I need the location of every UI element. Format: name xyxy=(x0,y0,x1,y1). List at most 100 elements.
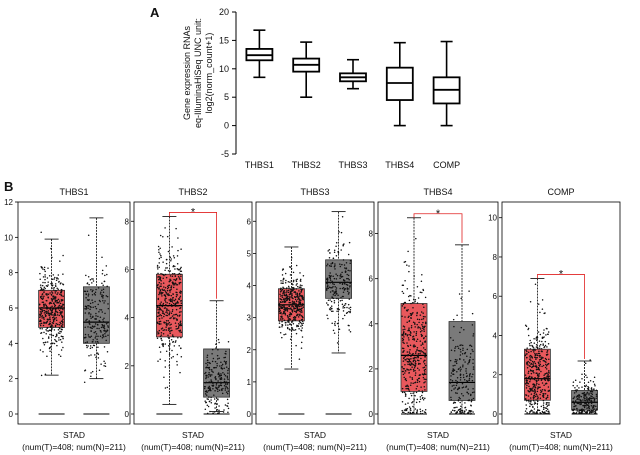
data-point xyxy=(172,255,175,257)
data-point xyxy=(406,413,409,415)
data-point xyxy=(218,411,220,414)
data-point xyxy=(42,301,45,303)
data-point xyxy=(537,331,540,333)
data-point xyxy=(52,289,55,291)
data-point xyxy=(171,315,174,317)
data-point xyxy=(586,407,588,409)
data-point xyxy=(173,278,175,281)
data-point xyxy=(531,366,534,368)
data-point xyxy=(217,380,219,382)
data-point xyxy=(226,381,228,384)
data-point xyxy=(158,332,160,334)
data-point xyxy=(422,343,424,345)
data-point xyxy=(226,377,229,379)
data-point xyxy=(220,384,223,387)
data-point xyxy=(539,356,541,358)
data-point xyxy=(45,328,47,331)
data-point xyxy=(461,352,464,355)
data-point xyxy=(158,281,161,284)
data-point xyxy=(414,394,416,397)
data-point xyxy=(39,316,41,319)
data-point xyxy=(91,370,94,373)
data-point xyxy=(329,279,332,281)
data-point xyxy=(409,412,412,414)
data-point xyxy=(414,326,416,328)
data-point xyxy=(162,282,165,284)
data-point xyxy=(422,315,425,318)
data-point xyxy=(593,400,596,402)
data-point xyxy=(423,386,426,388)
data-point xyxy=(170,327,172,329)
data-point xyxy=(283,305,285,307)
data-point xyxy=(55,322,58,325)
data-point xyxy=(156,266,159,268)
data-point xyxy=(404,372,406,374)
data-point xyxy=(280,307,283,309)
panel-b-title: THBS2 xyxy=(178,187,207,197)
data-point xyxy=(107,325,109,327)
data-point xyxy=(96,352,99,354)
data-point xyxy=(105,339,107,342)
data-point xyxy=(102,284,104,286)
data-point xyxy=(105,265,108,267)
data-point xyxy=(158,315,160,317)
data-point xyxy=(412,336,414,338)
data-point xyxy=(207,390,210,392)
data-point xyxy=(541,337,544,340)
data-point xyxy=(49,329,51,332)
data-point xyxy=(213,398,216,400)
data-point xyxy=(216,362,218,365)
data-point xyxy=(50,334,53,336)
data-point xyxy=(90,327,92,329)
data-point xyxy=(530,359,532,362)
data-point xyxy=(408,265,410,267)
data-point xyxy=(226,386,228,389)
data-point xyxy=(62,295,64,298)
data-point xyxy=(541,340,543,343)
data-point xyxy=(410,409,412,412)
data-point xyxy=(472,366,475,368)
data-point xyxy=(44,311,47,313)
data-point xyxy=(409,364,412,366)
data-point xyxy=(55,299,57,302)
data-point xyxy=(348,241,351,244)
data-point xyxy=(527,364,529,366)
data-point xyxy=(174,302,177,304)
data-point xyxy=(51,327,53,330)
data-point xyxy=(44,276,46,278)
data-point xyxy=(282,298,285,301)
data-point xyxy=(60,315,63,317)
data-point xyxy=(327,287,330,289)
data-point xyxy=(330,300,333,303)
data-point xyxy=(529,380,531,383)
data-point xyxy=(595,405,597,407)
data-point xyxy=(422,312,424,314)
data-point xyxy=(227,378,229,381)
data-point xyxy=(580,399,582,402)
data-point xyxy=(462,349,464,351)
data-point xyxy=(167,319,170,322)
data-point xyxy=(83,381,86,383)
data-point xyxy=(41,301,44,303)
data-point xyxy=(537,368,539,371)
data-point xyxy=(294,316,296,318)
data-point xyxy=(334,268,336,270)
data-point xyxy=(294,296,296,298)
data-point xyxy=(470,400,473,403)
panel-b-y-tick-label: 4 xyxy=(493,331,498,340)
data-point xyxy=(158,251,160,253)
data-point xyxy=(541,357,543,360)
data-point xyxy=(420,333,423,336)
data-point xyxy=(542,411,544,414)
data-point xyxy=(408,327,410,329)
data-point xyxy=(160,254,162,257)
data-point xyxy=(281,320,283,323)
data-point xyxy=(88,311,90,314)
data-point xyxy=(206,364,209,366)
data-point xyxy=(416,359,419,361)
data-point xyxy=(58,323,61,326)
data-point xyxy=(420,357,422,360)
data-point xyxy=(544,383,547,385)
data-point xyxy=(583,399,586,401)
panel-b-significance-star: * xyxy=(191,206,196,218)
